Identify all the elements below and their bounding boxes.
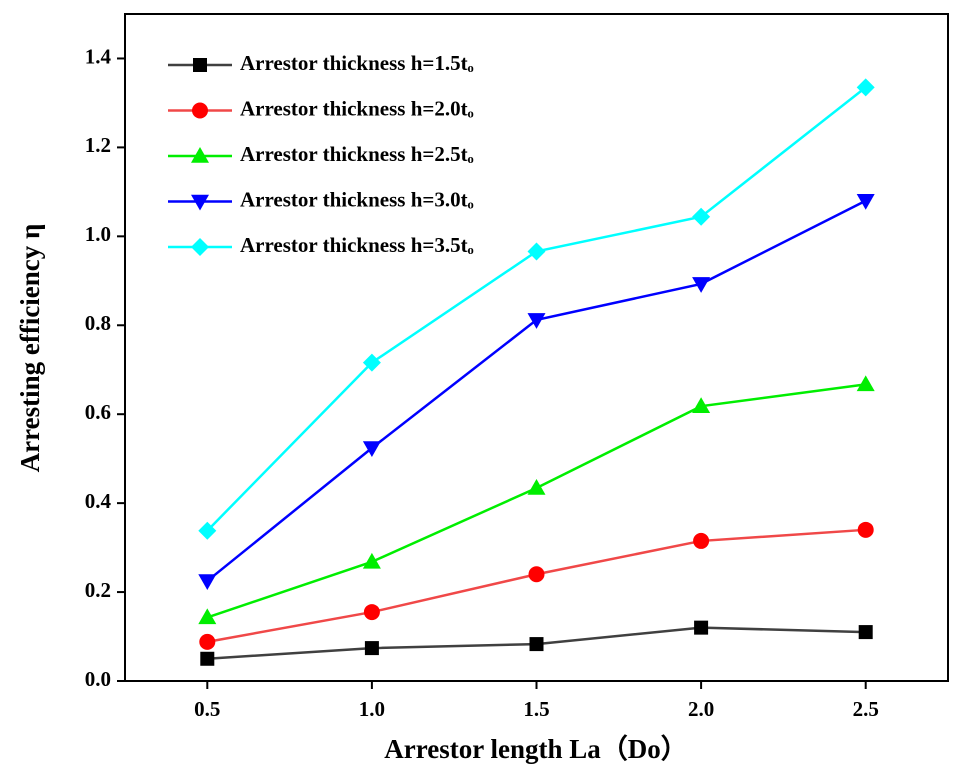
data-point: [200, 651, 215, 666]
legend-text: Arrestor thickness h=3.5tₒ: [240, 233, 474, 257]
y-tick-label: 0.8: [85, 311, 111, 335]
data-point: [858, 625, 873, 640]
legend-text: Arrestor thickness h=2.0tₒ: [240, 96, 474, 120]
legend-marker: [191, 238, 209, 256]
data-point: [857, 521, 874, 538]
x-axis-title: Arrestor length La（Do）: [384, 734, 687, 764]
y-tick-label: 1.4: [85, 44, 112, 68]
data-point: [362, 441, 381, 457]
data-point: [527, 313, 546, 329]
data-point: [527, 242, 546, 261]
data-point: [692, 207, 711, 226]
data-point: [694, 620, 709, 635]
legend-marker: [191, 147, 209, 163]
series-line: [207, 528, 866, 644]
y-tick-label: 1.0: [85, 222, 111, 246]
data-point: [364, 641, 379, 656]
data-point: [529, 637, 544, 652]
y-tick-label: 0.6: [85, 400, 111, 424]
data-point: [198, 521, 217, 540]
data-point: [856, 194, 875, 210]
legend-marker: [191, 194, 209, 211]
legend-marker: [193, 58, 207, 72]
data-point: [527, 479, 546, 495]
data-point: [528, 566, 545, 583]
y-axis-title: Arresting efficiency η: [15, 224, 45, 473]
data-point: [693, 532, 710, 549]
x-tick-label: 0.5: [194, 697, 220, 721]
y-tick-label: 0.2: [85, 578, 111, 602]
data-point: [198, 574, 217, 590]
plot-frame: [124, 13, 949, 682]
legend-text: Arrestor thickness h=3.0tₒ: [240, 187, 474, 211]
y-tick-label: 0.0: [85, 667, 111, 691]
data-point: [362, 552, 381, 569]
legend-text: Arrestor thickness h=2.5tₒ: [240, 142, 474, 166]
x-tick-label: 1.0: [359, 697, 385, 721]
data-point: [363, 604, 380, 621]
data-point: [692, 277, 711, 293]
x-tick-label: 1.5: [523, 697, 549, 721]
data-point: [362, 353, 381, 372]
x-tick-label: 2.0: [688, 697, 714, 721]
data-point: [692, 397, 711, 413]
legend-marker: [192, 102, 208, 119]
data-point: [856, 375, 875, 392]
data-point: [856, 78, 875, 97]
data-point: [198, 608, 217, 625]
data-point: [199, 633, 216, 650]
y-tick-label: 0.4: [85, 489, 112, 513]
x-tick-label: 2.5: [853, 697, 879, 721]
legend-text: Arrestor thickness h=1.5tₒ: [240, 51, 474, 75]
y-tick-label: 1.2: [85, 133, 111, 157]
